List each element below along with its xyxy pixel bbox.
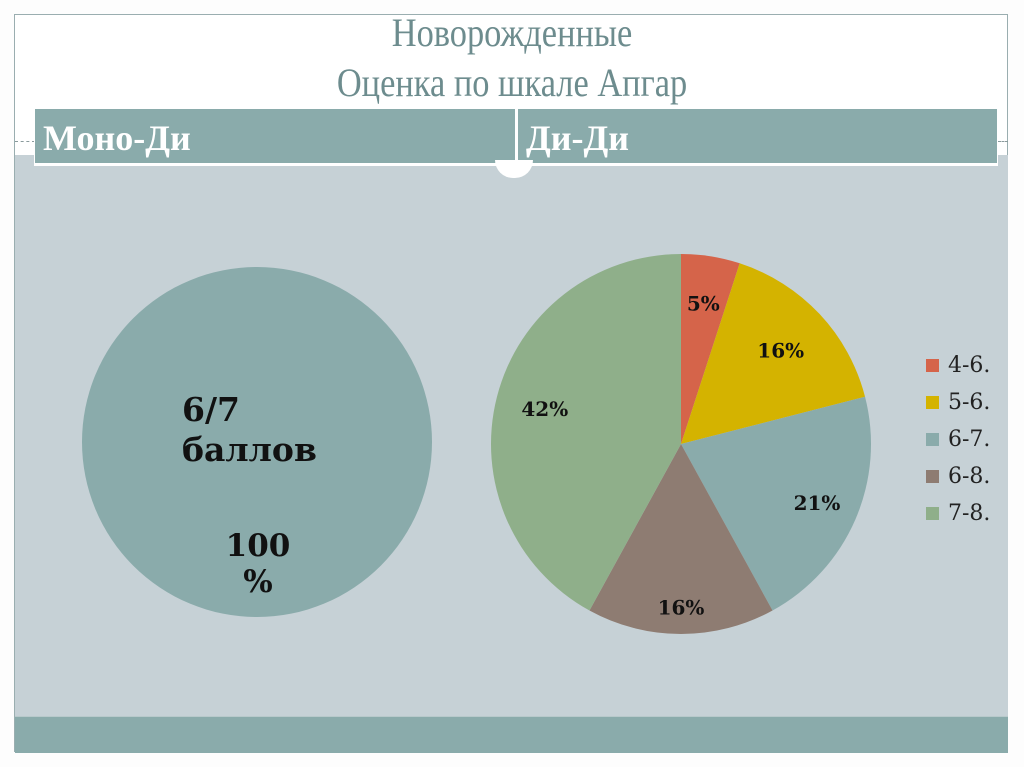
title-line-2: Оценка по шкале Апгар bbox=[336, 60, 688, 105]
legend-item: 4-6. bbox=[926, 350, 990, 380]
legend-swatch-icon bbox=[926, 506, 939, 520]
legend-label: 6-7. bbox=[948, 426, 991, 452]
legend-label: 7-8. bbox=[948, 500, 991, 526]
legend-swatch-icon bbox=[926, 395, 939, 409]
header-di-di: Ди-Ди bbox=[518, 109, 997, 163]
legend-item: 7-8. bbox=[926, 498, 990, 528]
divider-right bbox=[998, 141, 1008, 142]
legend-label: 4-6. bbox=[948, 352, 991, 378]
slice-label: 42% bbox=[521, 397, 568, 421]
pie-slice bbox=[681, 254, 740, 444]
legend-item: 6-7. bbox=[926, 424, 990, 454]
mono-di-score-label: 6/7 баллов bbox=[182, 390, 317, 470]
footer-band bbox=[15, 716, 1008, 753]
slice-label: 16% bbox=[757, 338, 804, 362]
pie-slice bbox=[490, 254, 681, 611]
slice-label: 21% bbox=[794, 491, 841, 515]
percent-sign: % bbox=[243, 564, 273, 600]
header-mono-di: Моно-Ди bbox=[35, 109, 515, 163]
pie-labels: 5% 16% 21% 16% 42% bbox=[521, 291, 840, 619]
pie-slice bbox=[681, 396, 871, 611]
legend-label: 5-6. bbox=[948, 389, 991, 415]
legend-label: 6-8. bbox=[948, 463, 991, 489]
legend-swatch-icon bbox=[926, 358, 939, 372]
slide-title: Новорожденные Оценка по шкале Апгар bbox=[72, 8, 953, 108]
group-header-bar: Моно-Ди Ди-Ди bbox=[34, 108, 998, 166]
legend-item: 5-6. bbox=[926, 387, 990, 417]
pie-slice bbox=[681, 263, 866, 444]
pie-slices bbox=[490, 254, 871, 635]
score-value: 6/7 bbox=[182, 390, 240, 429]
slice-label: 16% bbox=[658, 595, 705, 619]
pie-slice bbox=[589, 444, 773, 635]
score-unit: баллов bbox=[182, 430, 317, 469]
header-notch bbox=[495, 160, 533, 178]
mono-di-pie bbox=[82, 267, 432, 617]
slice-label: 5% bbox=[687, 291, 720, 315]
percent-value: 100 bbox=[225, 528, 291, 564]
legend-swatch-icon bbox=[926, 469, 939, 483]
divider-left bbox=[15, 141, 35, 142]
legend-item: 6-8. bbox=[926, 461, 990, 491]
title-line-1: Новорожденные bbox=[391, 10, 633, 55]
legend-swatch-icon bbox=[926, 432, 939, 446]
mono-di-percent-label: 100 % bbox=[218, 528, 298, 600]
chart-legend: 4-6. 5-6. 6-7. 6-8. 7-8. bbox=[926, 350, 990, 535]
